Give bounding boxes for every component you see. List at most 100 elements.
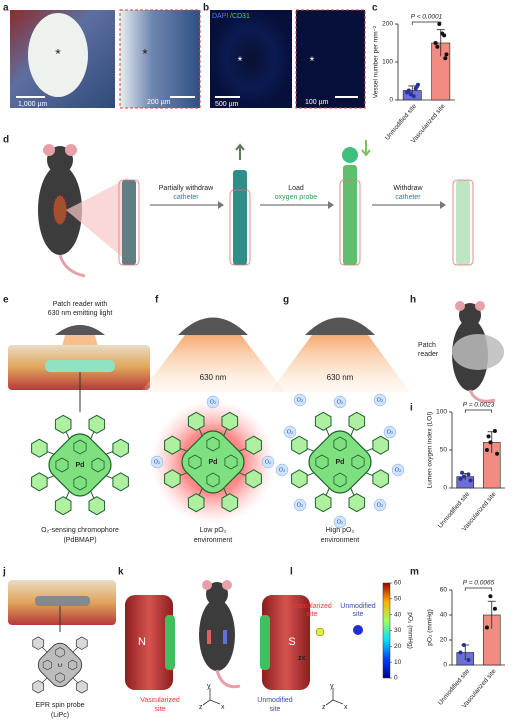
aryl-ring: [88, 414, 106, 434]
fluorescence-zoom: [295, 9, 366, 109]
mouse: [199, 580, 241, 689]
colorbar-tick-label: 40: [394, 611, 402, 618]
site-label: Unmodified: [257, 697, 293, 704]
data-point: [488, 594, 493, 599]
magnet-pole: N: [138, 636, 146, 648]
oxygen-bubble: [293, 498, 307, 512]
significance-bracket: [411, 21, 442, 25]
aryl-ring: [75, 636, 88, 650]
site-label: Vascularized: [292, 603, 332, 610]
oxygen-molecule: O₂: [275, 463, 289, 477]
site-label: site: [307, 611, 318, 618]
oxygen-molecule: O₂: [391, 463, 405, 477]
data-point: [488, 440, 493, 445]
pyrrole: [55, 647, 65, 658]
y-tick-label: 100: [382, 59, 393, 66]
data-point: [486, 434, 491, 439]
data-point: [440, 31, 445, 36]
catheter: [452, 179, 474, 266]
reader-label: reader: [418, 351, 439, 358]
data-point: [437, 22, 442, 26]
scale-bar-label: 500 µm: [215, 101, 239, 108]
molecule: Li: [32, 636, 88, 694]
data-point: [495, 451, 500, 456]
step-label: catheter: [395, 194, 421, 201]
y-tick-label: 50: [440, 447, 448, 454]
mouse: [38, 144, 86, 278]
panel-label: b: [203, 3, 209, 14]
magnet-face: [260, 615, 270, 670]
caption: environment: [321, 537, 360, 544]
caption: EPR spin probe: [35, 702, 84, 709]
pyrrole: [73, 475, 87, 491]
oxygen-bubble: [275, 463, 289, 477]
aryl-ring: [54, 414, 72, 434]
oxygen-molecule: O₂: [373, 498, 387, 512]
pyrrole: [68, 659, 78, 671]
aryl-ring: [112, 472, 129, 492]
site-label: site: [270, 706, 281, 713]
pyrrole: [206, 436, 220, 452]
aryl-ring: [32, 636, 45, 650]
scale-bar-label: 100 µm: [305, 99, 329, 106]
data-point: [484, 448, 489, 452]
magnet: [125, 595, 173, 690]
y-tick-label: 200: [382, 21, 393, 28]
axis-letter: z: [322, 704, 326, 711]
colorbar-tick-label: 20: [394, 643, 402, 650]
aryl-ring: [372, 469, 389, 489]
data-point: [411, 94, 416, 99]
axis-letter: z: [199, 704, 203, 711]
lumen-marker: *: [238, 54, 243, 68]
oxygen-molecule: O₂: [293, 498, 307, 512]
y-tick-label: 0: [443, 662, 447, 669]
significance-bracket: [464, 587, 493, 591]
aryl-ring: [291, 469, 308, 489]
oxygen-label: O₂: [377, 397, 383, 403]
patch-reader: [452, 334, 504, 370]
data-point: [458, 476, 463, 481]
y-tick-label: 0: [389, 97, 393, 104]
oxygen-label: O₂: [297, 397, 303, 403]
aryl-ring: [245, 435, 262, 455]
axes-icon: [202, 688, 221, 706]
light-beam: [141, 335, 285, 392]
data-point: [433, 41, 438, 45]
aryl-ring: [54, 496, 72, 516]
metal-label: Pd: [336, 459, 345, 466]
reader-label: Patch reader with: [53, 301, 108, 308]
fluorescence-image: [210, 10, 292, 108]
metal-label: Pd: [76, 462, 85, 469]
aryl-ring: [291, 435, 308, 455]
macrocycle: [308, 430, 372, 494]
y-tick-label: 20: [440, 637, 448, 644]
panel-label: e: [3, 295, 9, 306]
step-label: Load: [288, 185, 304, 192]
oxygen-label: O₂: [154, 459, 160, 465]
lumen: [28, 13, 88, 97]
pyrrole: [73, 439, 87, 455]
oxygen-molecule: O₂: [373, 393, 387, 407]
caption: Low pO₂: [200, 527, 227, 534]
light-label: 630 nm: [200, 373, 227, 382]
oxygen-label: O₂: [210, 399, 216, 405]
lumen-marker: *: [310, 54, 315, 68]
pyrrole: [91, 457, 105, 473]
data-point: [461, 474, 466, 479]
caption: environment: [194, 537, 233, 544]
panel-label: k: [118, 567, 124, 578]
colorbar-tick-label: 30: [394, 627, 402, 634]
aryl-ring: [348, 411, 366, 431]
oxygen-label: O₂: [377, 502, 383, 508]
site-label: Unmodified: [340, 603, 376, 610]
catheter: [229, 143, 251, 266]
site-label: site: [155, 706, 166, 713]
data-point: [443, 56, 448, 61]
aryl-ring: [187, 493, 205, 513]
scale-bar-label: 1,000 µm: [18, 101, 47, 108]
panel-label: h: [410, 295, 416, 306]
y-axis-label: pO₂ (mmHg): [427, 609, 434, 645]
p-value: P < 0.0001: [411, 14, 443, 21]
panel-label: j: [2, 567, 6, 578]
zoom-cone: [66, 178, 128, 262]
